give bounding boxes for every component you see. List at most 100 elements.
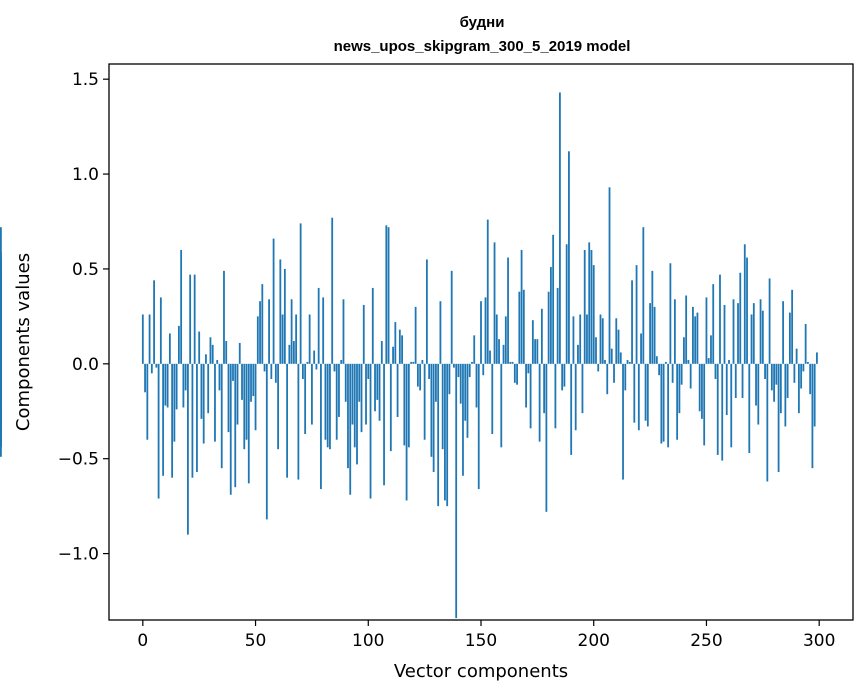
bar-143 [464,363,467,421]
bar-293 [802,363,805,372]
bar-111 [392,346,394,364]
bar-251 [707,358,710,364]
bar-157 [495,314,498,364]
bar-204 [601,318,604,364]
bar-78 [317,287,320,364]
bar-112 [394,322,397,364]
bar-221 [640,333,642,364]
bar-215 [626,360,629,364]
bar-180 [547,291,550,364]
bar-258 [723,305,726,364]
bar-163 [509,361,512,364]
bar-165 [513,363,516,383]
bar-256 [719,274,721,364]
bar-260 [728,360,730,364]
bar-42 [236,363,239,425]
bar-116 [403,363,406,446]
bar-109 [387,227,390,364]
bar-undefined [0,363,2,404]
bar-113 [396,363,399,417]
bar-50 [254,363,257,431]
bar-235 [671,363,674,383]
bar-279 [770,363,773,391]
bar-54 [263,363,266,372]
bar-49 [252,363,255,397]
chart-subtitle: news_upos_skipgram_300_5_2019 model [334,38,631,55]
bar-77 [315,363,318,370]
bar-121 [414,306,417,364]
bar-57 [270,363,273,379]
bar-230 [660,363,663,444]
bar-119 [410,361,413,364]
bar-151 [482,363,485,376]
bar-283 [779,363,782,414]
bar-223 [644,363,647,421]
bar-65 [288,344,291,364]
x-tick-label: 300 [803,631,835,651]
x-tick-label: 50 [245,631,267,651]
bar-166 [516,363,518,385]
bar-265 [739,272,742,364]
bar-186 [561,363,564,391]
bar-0 [141,314,144,364]
bar-32 [214,363,216,442]
x-tick-label: 0 [137,631,148,651]
chart-title: будни [460,14,505,31]
bar-170 [525,363,527,408]
bar-80 [322,297,325,364]
bar-247 [698,363,701,412]
bar-85 [333,363,336,372]
bar-213 [622,363,624,480]
bar-128 [430,363,433,457]
bar-90 [344,363,347,402]
bar-219 [635,265,638,364]
x-axis: 0 50 100 150 200 250 300 [137,620,835,651]
bar-244 [692,306,694,364]
bar-233 [667,363,670,448]
bar-13 [171,363,174,478]
bar-31 [211,344,214,364]
bar-133 [441,363,444,450]
bar-97 [360,363,363,433]
bar-102 [371,287,374,364]
bar-86 [335,363,338,440]
bar-253 [712,284,715,364]
bar-100 [367,363,370,379]
bar-98 [362,305,365,364]
bar-277 [766,363,769,482]
bar-218 [633,363,636,423]
bar-89 [342,299,345,364]
bar-67 [292,341,295,364]
bar-28 [205,354,207,364]
bar-207 [608,187,611,364]
y-tick-label: 0.0 [72,355,99,375]
bar-22 [191,363,194,478]
bar-214 [624,363,627,391]
bar-189 [568,151,570,364]
bar-53 [261,284,264,364]
bar-92 [349,363,352,495]
bar-172 [529,363,532,429]
bar-289 [793,363,796,383]
bar-123 [419,363,422,391]
bar-10 [164,363,167,406]
y-tick-label: 1.5 [72,70,99,90]
bar-24 [196,363,198,472]
bar-91 [347,363,349,469]
bar-152 [484,297,487,364]
bar-161 [504,316,507,364]
bar-153 [486,219,489,364]
bar-2 [146,363,149,440]
bar-103 [374,363,376,412]
bar-222 [642,227,645,364]
bar-183 [554,363,557,429]
bar-270 [750,314,753,364]
bar-173 [531,320,534,364]
bar-114 [398,329,401,364]
bar-47 [247,363,250,484]
bar-39 [229,363,232,495]
bar-71 [301,363,304,379]
bar-19 [184,363,187,391]
bar-126 [425,259,428,364]
